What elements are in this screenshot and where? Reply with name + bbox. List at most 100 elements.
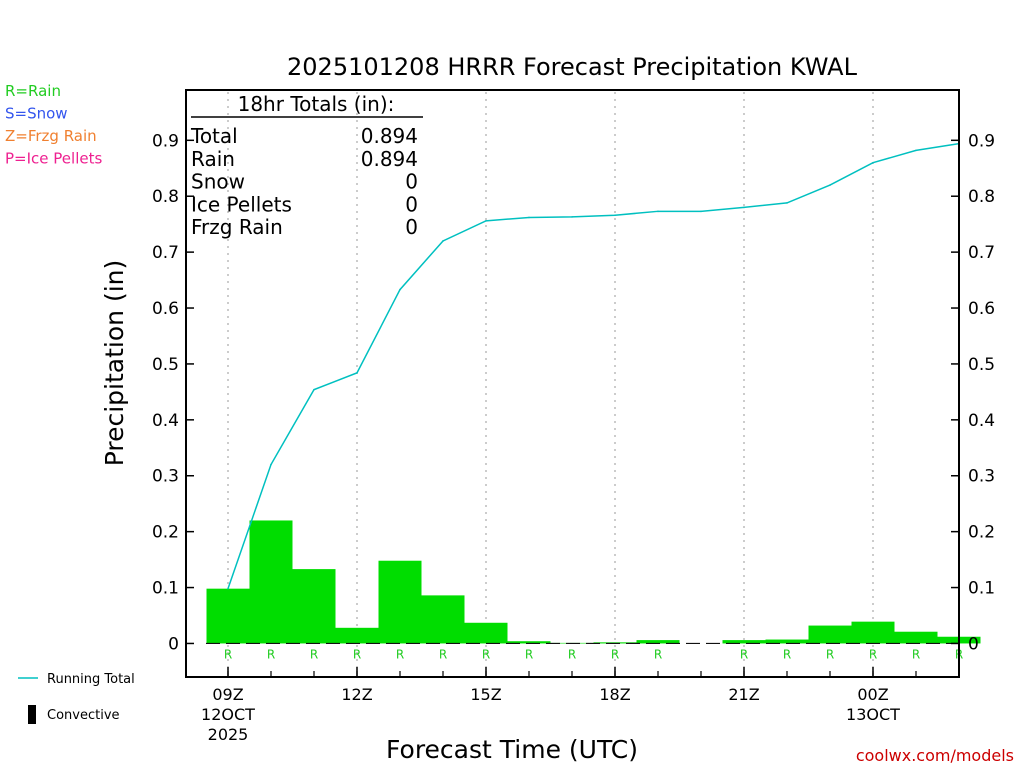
ptype-marker-5: R <box>439 647 447 661</box>
x-tick-label-0: 09Z <box>212 685 243 704</box>
series-legend: Running Total Convective <box>18 672 135 724</box>
y-tick-label-right-5: 0.5 <box>968 355 995 375</box>
running-total-point-1 <box>270 463 272 466</box>
y-tick-label-right-4: 0.4 <box>968 411 995 431</box>
ptype-marker-4: R <box>396 647 404 661</box>
x-tick-year-0: 2025 <box>208 725 249 744</box>
precipitation-bars <box>206 520 981 645</box>
x-tick-label-1: 12Z <box>341 685 372 704</box>
legend-swatch-1 <box>28 705 36 724</box>
y-tick-label-left-2: 0.2 <box>152 523 179 543</box>
y-tick-label-left-6: 0.6 <box>152 299 179 319</box>
y-tick-label-left-8: 0.8 <box>152 187 179 207</box>
precip-bar-0 <box>206 588 250 644</box>
precip-bar-1 <box>249 520 293 644</box>
ptype-marker-9: R <box>611 647 619 661</box>
ptype-marker-10: R <box>654 647 662 661</box>
ptype-marker-15: R <box>869 647 877 661</box>
y-axis-ticks: 0 00.1 0.10.2 0.20.3 0.30.4 0.40.5 0.50.6 0.60.… <box>152 131 995 654</box>
running-total-point-16 <box>915 149 917 152</box>
precip-bar-16 <box>894 631 938 644</box>
totals-row-label-0: Total <box>190 124 238 148</box>
totals-row-value-4: 0 <box>405 215 418 239</box>
running-total-point-5 <box>442 240 444 242</box>
x-tick-date-5: 13OCT <box>846 705 900 724</box>
totals-box: 18hr Totals (in): Total 0.894 Rain 0.894 Sno… <box>190 92 423 239</box>
totals-row-value-1: 0.894 <box>361 147 418 171</box>
totals-row-label-1: Rain <box>191 147 235 171</box>
ptype-marker-6: R <box>482 647 490 661</box>
running-total-point-7 <box>528 216 530 219</box>
y-tick-label-right-0: 0 <box>968 634 979 654</box>
ptype-legend-item-2: Z=Frzg Rain <box>5 127 97 145</box>
totals-row-label-2: Snow <box>191 170 245 194</box>
credit-text: coolwx.com/models <box>856 746 1014 765</box>
y-tick-label-left-1: 0.1 <box>152 579 179 599</box>
x-axis-label: Forecast Time (UTC) <box>386 735 638 764</box>
ptype-marker-0: R <box>224 647 232 661</box>
y-tick-label-left-4: 0.4 <box>152 411 179 431</box>
running-total-point-0 <box>227 587 229 590</box>
chart-title: 2025101208 HRRR Forecast Precipitation K… <box>287 53 858 81</box>
x-tick-label-3: 18Z <box>599 685 630 704</box>
ptype-legend-item-0: R=Rain <box>5 82 61 100</box>
totals-row-label-4: Frzg Rain <box>191 215 283 239</box>
ptype-marker-14: R <box>826 647 834 661</box>
precip-bar-13 <box>765 639 809 644</box>
ptype-legend-item-3: P=Ice Pellets <box>5 150 102 168</box>
y-tick-label-right-9: 0.9 <box>968 131 995 151</box>
running-total-point-2 <box>313 388 315 391</box>
precip-bar-15 <box>851 621 895 644</box>
x-tick-date-0: 12OCT <box>201 705 255 724</box>
running-total-point-11 <box>700 210 702 213</box>
precip-bar-5 <box>421 595 465 644</box>
running-total-point-4 <box>399 288 401 291</box>
totals-row-value-2: 0 <box>405 170 418 194</box>
ptype-legend: R=Rain S=Snow Z=Frzg Rain P=Ice Pellets <box>5 82 102 168</box>
precip-bar-12 <box>722 640 766 644</box>
running-total-point-9 <box>614 214 616 217</box>
ptype-marker-16: R <box>912 647 920 661</box>
totals-row-value-3: 0 <box>405 192 418 216</box>
precip-bar-6 <box>464 622 508 644</box>
y-axis-label: Precipitation (in) <box>100 260 129 467</box>
running-total-point-3 <box>356 372 358 374</box>
running-total-point-13 <box>786 202 788 204</box>
y-tick-label-right-8: 0.8 <box>968 187 995 207</box>
ptype-marker-7: R <box>525 647 533 661</box>
x-tick-label-4: 21Z <box>728 685 759 704</box>
precip-bar-3 <box>335 627 379 644</box>
ptype-marker-8: R <box>568 647 576 661</box>
ptype-marker-2: R <box>310 647 318 661</box>
running-total-point-12 <box>743 206 745 209</box>
y-tick-label-left-9: 0.9 <box>152 131 179 151</box>
ptype-legend-item-1: S=Snow <box>5 105 68 123</box>
totals-row-value-0: 0.894 <box>361 124 418 148</box>
totals-row-label-3: Ice Pellets <box>191 192 292 216</box>
y-tick-label-left-0: 0 <box>168 634 179 654</box>
running-total-point-8 <box>571 216 573 218</box>
precip-bar-10 <box>636 640 680 644</box>
y-tick-label-right-1: 0.1 <box>968 579 995 599</box>
x-tick-label-5: 00Z <box>857 685 888 704</box>
ptype-marker-3: R <box>353 647 361 661</box>
running-total-point-6 <box>485 220 487 222</box>
legend-label-0: Running Total <box>47 672 135 687</box>
y-tick-label-right-3: 0.3 <box>968 467 995 487</box>
precip-bar-2 <box>292 569 336 644</box>
y-tick-label-left-7: 0.7 <box>152 243 179 263</box>
y-tick-label-right-2: 0.2 <box>968 523 995 543</box>
running-total-point-15 <box>872 161 874 164</box>
y-tick-label-right-7: 0.7 <box>968 243 995 263</box>
running-total-line <box>227 142 960 590</box>
ptype-marker-12: R <box>740 647 748 661</box>
legend-label-1: Convective <box>47 708 120 723</box>
ptype-marker-1: R <box>267 647 275 661</box>
running-total-point-14 <box>829 184 831 186</box>
x-tick-label-2: 15Z <box>470 685 501 704</box>
precip-bar-7 <box>507 641 551 644</box>
ptype-marker-13: R <box>783 647 791 661</box>
